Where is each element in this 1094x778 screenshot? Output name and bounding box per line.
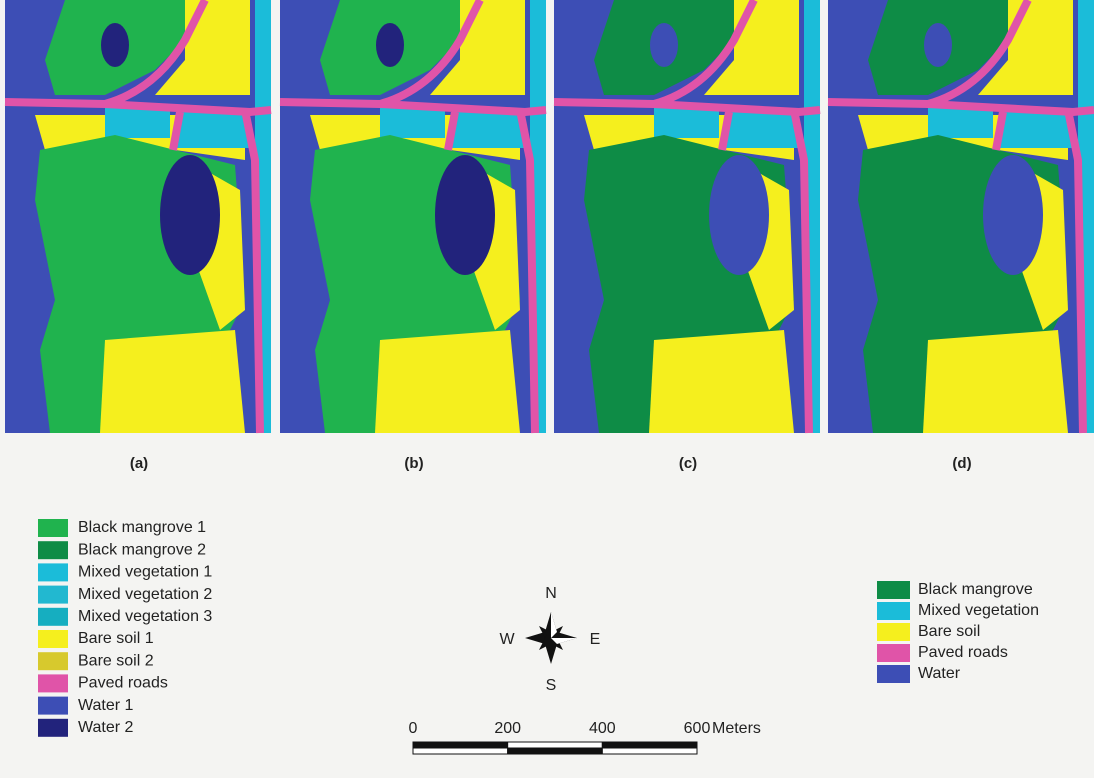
legend-label: Water	[918, 665, 961, 682]
map-image	[280, 0, 546, 433]
legend-swatch	[38, 608, 68, 626]
legend-swatch	[877, 665, 910, 683]
legend-swatch	[877, 581, 910, 599]
legend-swatch	[877, 644, 910, 662]
legend-swatch	[877, 602, 910, 620]
legend-label: Bare soil	[918, 623, 980, 640]
legend-swatch	[38, 697, 68, 715]
legend-label: Mixed vegetation 1	[78, 564, 212, 581]
legend-swatch	[38, 630, 68, 648]
legend-swatch	[38, 563, 68, 581]
map-panel	[554, 0, 820, 433]
panel-label: (a)	[130, 455, 148, 472]
legend-swatch	[38, 586, 68, 604]
north-arrow: N E S W	[499, 585, 600, 694]
legend-label: Paved roads	[918, 644, 1008, 661]
legend-label: Black mangrove 1	[78, 519, 206, 536]
legend-swatch	[38, 719, 68, 737]
scale-segment	[602, 748, 697, 754]
legend-label: Water 1	[78, 697, 134, 714]
map-panel	[5, 0, 271, 433]
legend-label: Mixed vegetation 3	[78, 608, 212, 625]
legend-label: Mixed vegetation	[918, 602, 1039, 619]
legend-label: Bare soil 2	[78, 652, 154, 669]
legend-label: Bare soil 1	[78, 630, 154, 647]
legend-label: Black mangrove 2	[78, 541, 206, 558]
map-image	[828, 0, 1094, 433]
scale-segment	[413, 742, 508, 748]
panel-label: (c)	[679, 455, 697, 472]
legend-swatch	[38, 541, 68, 559]
legend-swatch	[38, 519, 68, 537]
legend-label: Water 2	[78, 719, 134, 736]
compass-w: W	[499, 631, 515, 648]
scale-unit: Meters	[712, 720, 761, 737]
figure: N E S W Meters (a) (b) (c) (d) Black mangrov…	[0, 0, 1094, 773]
legend-label: Black mangrove	[918, 581, 1033, 598]
panel-label: (d)	[952, 455, 971, 472]
compass-e: E	[590, 631, 601, 648]
legend-swatch	[38, 674, 68, 692]
compass-s: S	[546, 677, 557, 694]
map-panel	[828, 0, 1094, 433]
scale-segment	[508, 742, 603, 748]
scale-tick-label: 600	[684, 720, 711, 737]
map-image	[5, 0, 271, 433]
legend-label: Mixed vegetation 2	[78, 586, 212, 603]
scale-tick-label: 200	[494, 720, 521, 737]
legend-swatch	[877, 623, 910, 641]
scale-segment	[508, 748, 603, 754]
scale-segment	[602, 742, 697, 748]
panel-label: (b)	[404, 455, 423, 472]
compass-n: N	[545, 585, 557, 602]
scale-segment	[413, 748, 508, 754]
legend-label: Paved roads	[78, 675, 168, 692]
scale-tick-label: 400	[589, 720, 616, 737]
map-panel	[280, 0, 546, 433]
map-image	[554, 0, 820, 433]
legend-swatch	[38, 652, 68, 670]
scale-tick-label: 0	[409, 720, 418, 737]
